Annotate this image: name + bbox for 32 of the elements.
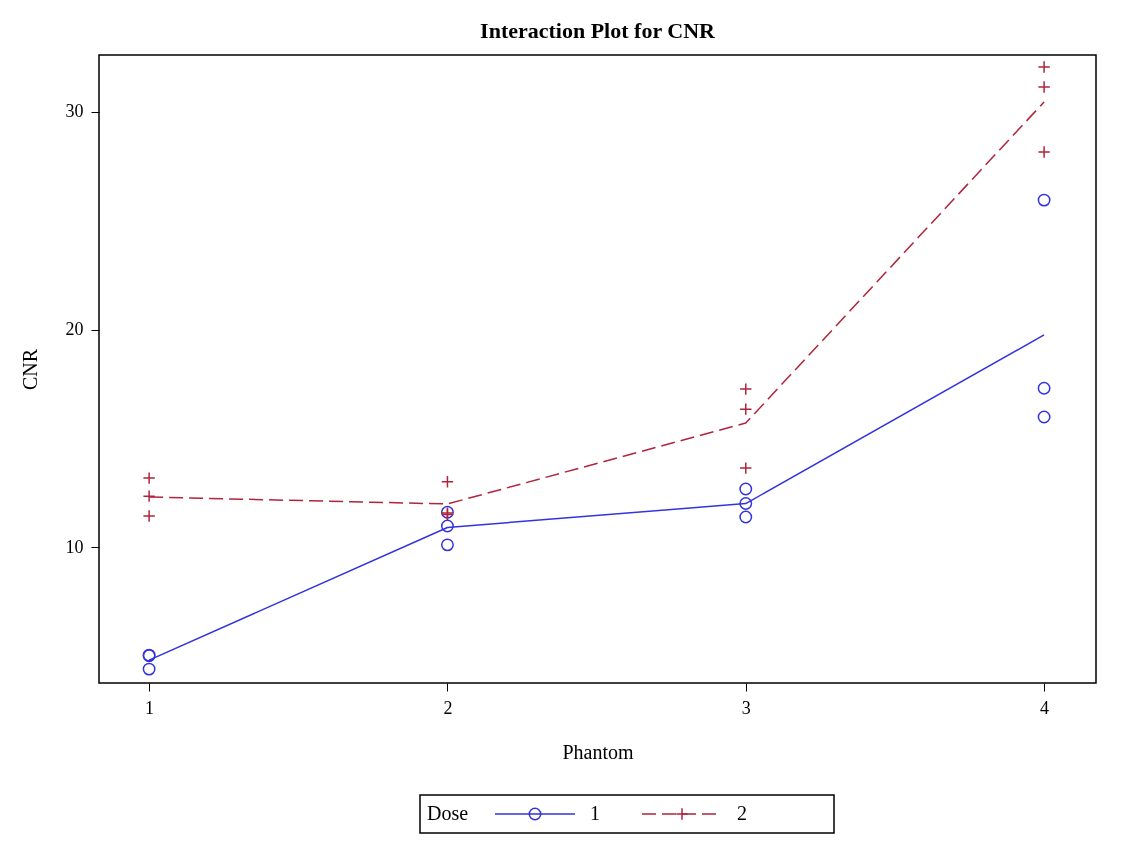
point [739,510,753,524]
point [1037,145,1051,159]
legend-label: 1 [590,802,600,824]
point [1037,193,1051,207]
legend-title: Dose [427,802,469,824]
chart-title: Interaction Plot for CNR [480,18,717,43]
point [142,471,156,485]
point [1037,381,1051,395]
point [1037,80,1051,94]
point [739,382,753,396]
x-tick-label: 4 [1040,697,1050,718]
point [1037,410,1051,424]
point [142,509,156,523]
legend-label: 2 [737,802,747,824]
point [440,475,454,489]
x-axis-title: Phantom [562,740,634,763]
point [1037,60,1051,74]
y-tick-label: 20 [65,319,84,340]
y-tick-label: 10 [65,536,84,557]
point [440,538,454,552]
x-tick-label: 3 [741,697,751,718]
x-tick-label: 1 [145,697,155,718]
point [739,461,753,475]
x-tick-label: 2 [443,697,453,718]
point [739,482,753,496]
point [440,519,454,533]
point [142,489,156,503]
y-tick-label: 30 [65,101,84,122]
point [739,497,753,510]
point [142,662,156,676]
point [739,402,753,416]
y-axis-title: CNR [18,348,41,391]
